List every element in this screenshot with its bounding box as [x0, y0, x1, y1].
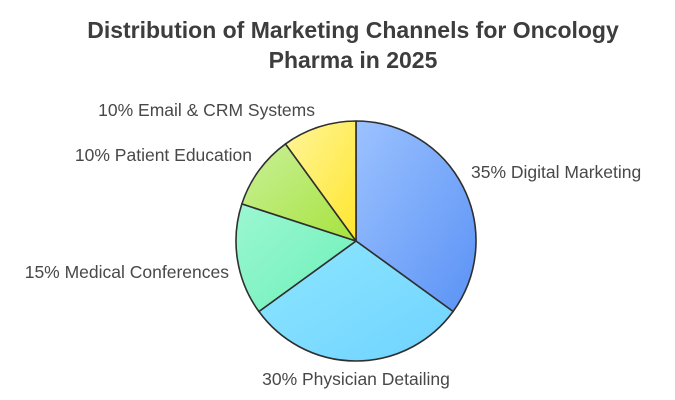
- pie-slice-email-crm-systems: [284, 120, 357, 242]
- slice-label-email-crm-systems: 10% Email & CRM Systems: [98, 100, 315, 120]
- pie-slice-digital-marketing: [355, 120, 477, 313]
- chart-title-line-1: Distribution of Marketing Channels for O…: [87, 17, 619, 43]
- slice-label-medical-conferences: 15% Medical Conferences: [25, 262, 230, 282]
- pie-slice-physician-detailing: [258, 240, 454, 362]
- pie-slice-medical-conferences: [235, 203, 357, 313]
- slice-label-physician-detailing: 30% Physician Detailing: [262, 369, 450, 389]
- pie-slice-patient-education: [241, 143, 357, 242]
- slice-label-patient-education: 10% Patient Education: [75, 145, 252, 165]
- chart-title-line-2: Pharma in 2025: [269, 47, 438, 73]
- slice-label-digital-marketing: 35% Digital Marketing: [471, 162, 641, 182]
- pie-labels: 35% Digital Marketing 30% Physician Detai…: [25, 100, 642, 389]
- pie-slices: [235, 120, 477, 362]
